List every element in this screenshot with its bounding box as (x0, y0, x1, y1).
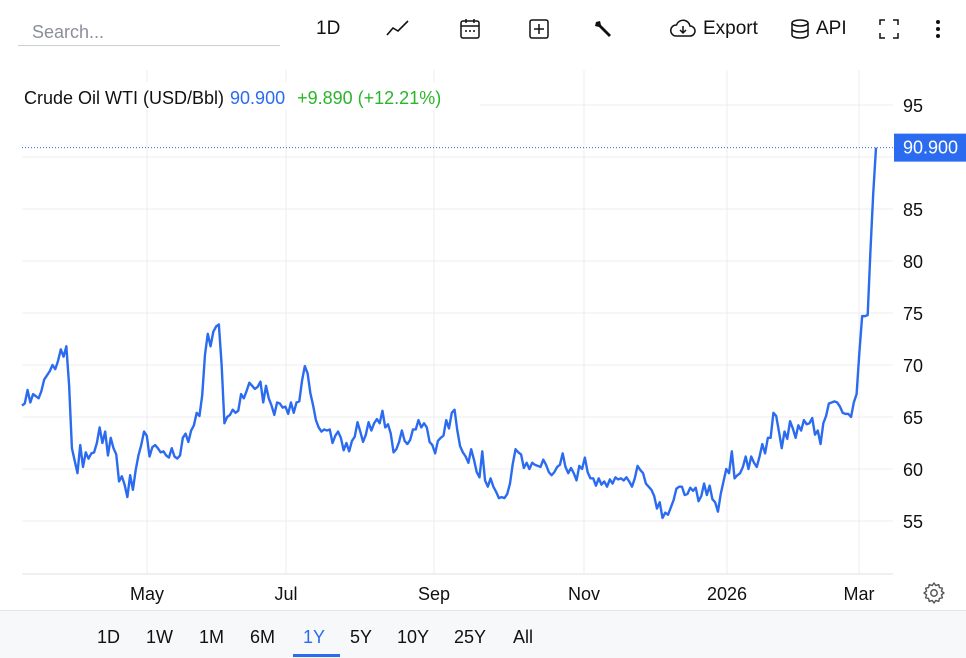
interval-label: 1D (316, 18, 341, 39)
range-button-5y[interactable]: 5Y (350, 627, 373, 647)
api-button[interactable]: API (790, 14, 847, 44)
range-button-1w[interactable]: 1W (146, 627, 173, 647)
price-tag-label: 90.900 (903, 138, 958, 158)
title-backdrop (18, 82, 480, 110)
y-tick-label: 85 (903, 200, 923, 220)
toolbar: 1D Export API (0, 0, 966, 50)
interval-button[interactable]: 1D (316, 14, 340, 44)
range-button-10y[interactable]: 10Y (397, 627, 430, 647)
search-input[interactable] (18, 14, 280, 46)
gear-icon (922, 582, 946, 609)
range-button-1y[interactable]: 1Y (303, 627, 326, 647)
y-tick-label: 60 (903, 460, 923, 480)
vertical-dots-icon (934, 18, 942, 40)
api-label: API (816, 18, 847, 39)
chart-settings-button[interactable] (922, 581, 946, 610)
line-chart-icon (385, 18, 411, 40)
last-value: 90.900 (230, 88, 285, 108)
price-change: +9.890 (+12.21%) (297, 88, 441, 108)
chart-area[interactable]: May Jul Sep Nov 2026 Mar 55 60 65 70 75 80 85 95 90.… (0, 50, 966, 610)
range-button-1m[interactable]: 1M (199, 627, 225, 647)
database-icon (790, 18, 810, 40)
cloud-download-icon (669, 18, 697, 40)
tools-button[interactable] (592, 14, 616, 44)
range-button-25y[interactable]: 25Y (454, 627, 487, 647)
x-tick-label: 2026 (707, 584, 747, 604)
calendar-icon (458, 17, 482, 41)
y-tick-label: 95 (903, 96, 923, 116)
range-button-all[interactable]: All (513, 627, 534, 647)
chart-title-row: Crude Oil WTI (USD/Bbl) 90.900 +9.890 (+12… (24, 88, 441, 108)
plus-box-icon (527, 17, 551, 41)
x-tick-label: May (130, 584, 164, 604)
range-button-6m[interactable]: 6M (250, 627, 276, 647)
y-tick-label: 80 (903, 252, 923, 272)
active-range-indicator (293, 654, 340, 657)
x-tick-label: Nov (568, 584, 600, 604)
range-selector: 1D 1W 1M 6M 1Y 5Y 10Y 25Y All (0, 610, 966, 658)
y-tick-label: 65 (903, 408, 923, 428)
price-tag: 90.900 (894, 133, 966, 162)
range-button-1d[interactable]: 1D (97, 627, 121, 647)
export-button[interactable]: Export (669, 14, 758, 44)
chart-title: Crude Oil WTI (USD/Bbl) (24, 88, 224, 108)
fullscreen-icon (878, 18, 900, 40)
add-indicator-button[interactable] (527, 14, 551, 44)
y-tick-label: 55 (903, 512, 923, 532)
wrench-icon (592, 17, 616, 41)
more-options-button[interactable] (934, 14, 942, 44)
series-line (21, 147, 878, 520)
y-tick-label: 70 (903, 356, 923, 376)
x-tick-label: Mar (844, 584, 875, 604)
fullscreen-button[interactable] (878, 14, 900, 44)
x-tick-label: Sep (418, 584, 450, 604)
y-tick-label: 75 (903, 304, 923, 324)
x-tick-label: Jul (274, 584, 297, 604)
price-chart[interactable]: May Jul Sep Nov 2026 Mar 55 60 65 70 75 80 85 95 90.… (0, 50, 966, 610)
chart-type-button[interactable] (385, 14, 411, 44)
calendar-button[interactable] (458, 14, 482, 44)
export-label: Export (703, 18, 758, 39)
